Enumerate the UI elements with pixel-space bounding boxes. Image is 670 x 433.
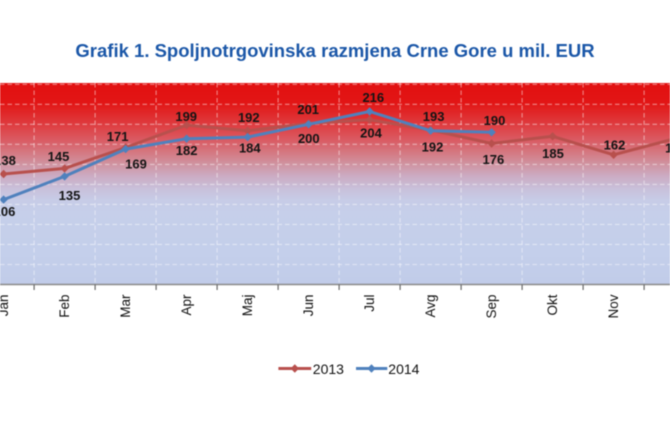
svg-text:192: 192 (238, 110, 260, 125)
svg-text:182: 182 (665, 141, 670, 156)
svg-text:162: 162 (604, 138, 626, 153)
svg-text:145: 145 (48, 149, 70, 164)
svg-text:176: 176 (483, 152, 505, 167)
svg-text:Sep: Sep (484, 295, 499, 319)
svg-text:106: 106 (0, 204, 15, 219)
svg-text:193: 193 (423, 109, 445, 124)
svg-text:Grafik 1. Spoljnotrgovinska ra: Grafik 1. Spoljnotrgovinska razmjena Crn… (75, 40, 594, 61)
svg-text:190: 190 (484, 113, 506, 128)
svg-text:171: 171 (107, 129, 129, 144)
svg-text:2014: 2014 (388, 361, 419, 377)
svg-text:Maj: Maj (240, 295, 255, 317)
svg-text:Jul: Jul (362, 295, 377, 312)
svg-text:216: 216 (362, 90, 384, 105)
svg-text:135: 135 (59, 188, 81, 203)
svg-text:200: 200 (298, 131, 320, 146)
svg-text:Jun: Jun (301, 295, 316, 317)
svg-text:192: 192 (422, 139, 444, 154)
svg-text:2013: 2013 (313, 361, 344, 377)
svg-text:Feb: Feb (57, 295, 72, 318)
svg-text:Mar: Mar (118, 294, 133, 318)
svg-text:Avg: Avg (423, 295, 438, 318)
svg-text:204: 204 (360, 126, 382, 141)
svg-text:199: 199 (175, 109, 197, 124)
svg-text:169: 169 (125, 157, 147, 172)
svg-text:201: 201 (297, 102, 319, 117)
svg-text:Okt: Okt (545, 294, 560, 315)
svg-text:Nov: Nov (606, 294, 621, 318)
svg-text:184: 184 (239, 141, 261, 156)
svg-text:Apr: Apr (179, 294, 194, 316)
svg-text:182: 182 (176, 143, 198, 158)
svg-text:138: 138 (0, 153, 16, 168)
svg-text:185: 185 (542, 146, 564, 161)
svg-text:Jan: Jan (0, 295, 11, 317)
